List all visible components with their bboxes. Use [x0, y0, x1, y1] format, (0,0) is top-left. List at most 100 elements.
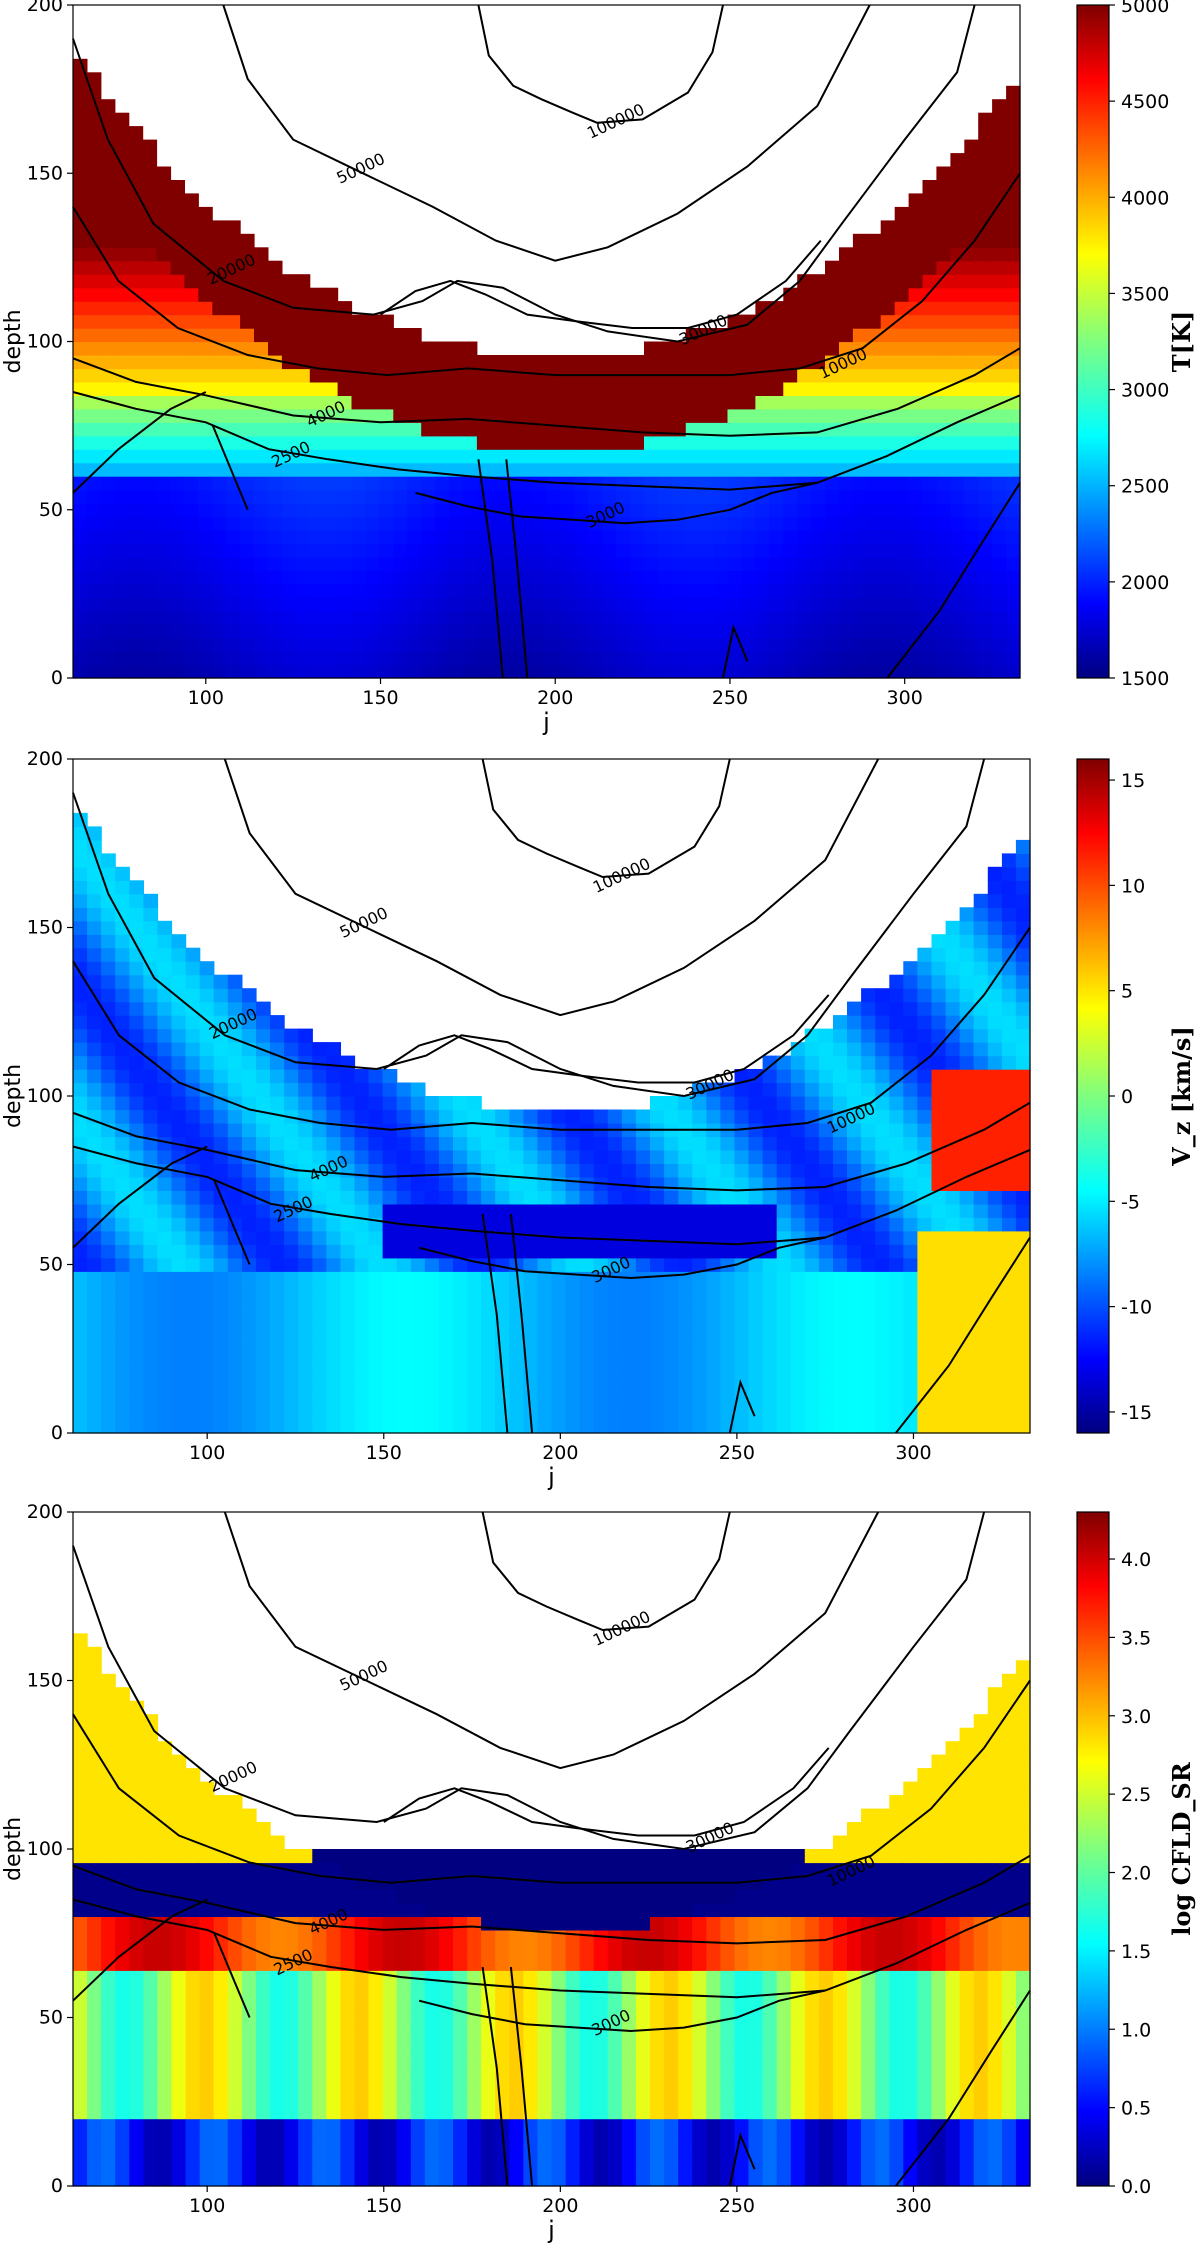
heatmap-cell — [340, 1257, 356, 1272]
heatmap-cell — [903, 1392, 918, 1407]
heatmap-cell — [337, 462, 353, 477]
heatmap-cell — [861, 1015, 876, 1030]
heatmap-cell — [256, 1889, 271, 1904]
heatmap-cell — [602, 556, 617, 571]
heatmap-cell — [100, 489, 116, 504]
heatmap-cell — [748, 1392, 764, 1407]
heatmap-cell — [861, 1028, 876, 1043]
heatmap-cell — [790, 1311, 806, 1326]
heatmap-cell — [101, 1781, 116, 1796]
heatmap-cell — [87, 1028, 102, 1043]
heatmap-cell — [678, 1379, 693, 1394]
heatmap-cell — [298, 1406, 313, 1421]
heatmap-cell — [323, 503, 339, 518]
heatmap-cell — [875, 1325, 890, 1340]
heatmap-cell — [298, 2172, 313, 2187]
heatmap-cell — [894, 435, 910, 450]
heatmap-cell — [650, 1096, 665, 1111]
heatmap-cell — [481, 1419, 496, 1434]
heatmap-cell — [185, 2105, 201, 2120]
heatmap-cell — [73, 583, 88, 598]
heatmap-cell — [312, 1096, 327, 1111]
heatmap-cell — [240, 583, 255, 598]
heatmap-cell — [185, 2172, 201, 2187]
heatmap-cell — [241, 1082, 257, 1097]
heatmap-cell — [323, 556, 339, 571]
heatmap-cell — [115, 1754, 130, 1769]
heatmap-cell — [157, 1042, 173, 1057]
heatmap-cell — [157, 1096, 173, 1111]
heatmap-cell — [368, 1365, 384, 1380]
heatmap-cell — [1015, 1298, 1031, 1313]
heatmap-cell — [755, 395, 770, 410]
heatmap-cell — [462, 422, 478, 437]
heatmap-cell — [268, 341, 283, 356]
heatmap-cell — [365, 664, 380, 679]
heatmap-cell — [256, 1983, 271, 1998]
heatmap-cell — [992, 220, 1007, 235]
heatmap-cell — [602, 489, 617, 504]
heatmap-cell — [143, 1406, 159, 1421]
heatmap-cell — [504, 637, 520, 652]
heatmap-cell — [964, 529, 979, 544]
heatmap-cell — [523, 1136, 539, 1151]
heatmap-cell — [449, 381, 464, 396]
heatmap-cell — [368, 1352, 384, 1367]
heatmap-cell — [630, 556, 645, 571]
heatmap-cell — [143, 1379, 159, 1394]
heatmap-cell — [818, 1325, 834, 1340]
heatmap-cell — [410, 1176, 426, 1191]
heatmap-cell — [227, 2024, 243, 2039]
heatmap-cell — [866, 583, 882, 598]
heatmap-cell — [518, 503, 534, 518]
heatmap-cell — [184, 301, 199, 316]
heatmap-cell — [546, 516, 561, 531]
heatmap-cell — [748, 1257, 764, 1272]
heatmap-cell — [114, 435, 130, 450]
heatmap-cell — [365, 516, 380, 531]
heatmap-cell — [143, 1835, 159, 1850]
heatmap-cell — [281, 274, 297, 289]
heatmap-cell — [811, 556, 826, 571]
heatmap-cell — [157, 1781, 173, 1796]
heatmap-cell — [87, 1700, 102, 1715]
heatmap-cell — [156, 180, 172, 195]
heatmap-cell — [365, 556, 380, 571]
heatmap-cell — [476, 610, 492, 625]
heatmap-cell — [312, 1862, 327, 1877]
heatmap-cell — [964, 597, 979, 612]
heatmap-cell — [992, 408, 1007, 423]
heatmap-cell — [467, 1176, 482, 1191]
heatmap-cell — [894, 301, 910, 316]
heatmap-cell — [101, 1379, 116, 1394]
heatmap-cell — [171, 1082, 187, 1097]
heatmap-cell — [755, 624, 770, 639]
heatmap-cell — [157, 1257, 173, 1272]
heatmap-cell — [312, 1943, 327, 1958]
heatmap-cell — [128, 489, 144, 504]
heatmap-cell — [692, 1096, 707, 1111]
heatmap-cell — [171, 1136, 187, 1151]
heatmap-cell — [157, 1822, 173, 1837]
heatmap-cell — [931, 1271, 947, 1286]
heatmap-cell — [931, 988, 947, 1003]
heatmap-cell — [115, 1916, 130, 1931]
heatmap-cell — [889, 1096, 904, 1111]
heatmap-cell — [379, 624, 394, 639]
heatmap-cell — [157, 1889, 173, 1904]
heatmap-cell — [490, 408, 506, 423]
heatmap-cell — [157, 2091, 173, 2106]
heatmap-cell — [959, 974, 975, 989]
heatmap-cell — [143, 2118, 159, 2133]
heatmap-cell — [936, 368, 951, 383]
heatmap-cell — [298, 1943, 313, 1958]
heatmap-cell — [449, 449, 464, 464]
heatmap-cell — [762, 1419, 778, 1434]
heatmap-cell — [987, 1203, 1003, 1218]
heatmap-cell — [368, 2091, 384, 2106]
heatmap-cell — [481, 1271, 496, 1286]
heatmap-cell — [73, 247, 88, 262]
heatmap-cell — [185, 1149, 201, 1164]
heatmap-cell — [142, 220, 158, 235]
heatmap-cell — [170, 368, 185, 383]
